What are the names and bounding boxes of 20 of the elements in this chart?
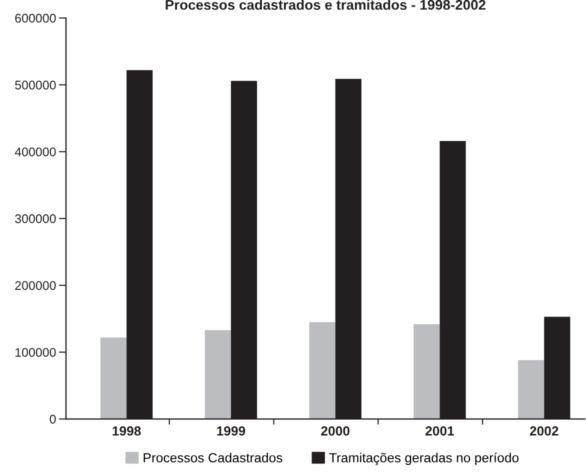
y-tick-label: 600000 (15, 14, 56, 23)
bar (414, 324, 440, 419)
y-tick-label: 0 (50, 414, 56, 424)
x-tick-label: 2001 (426, 426, 454, 436)
x-tick-label: 1999 (217, 426, 246, 436)
y-tick-label: 500000 (15, 80, 56, 90)
bar (100, 337, 127, 419)
chart-title: Processos cadastrados e tramitados - 1998-2002 (166, 0, 486, 10)
x-tick-label: 1998 (112, 426, 141, 436)
y-tick-label: 200000 (15, 281, 56, 290)
y-tick-label: 400000 (14, 147, 56, 156)
x-tick-label: 2002 (530, 426, 558, 436)
legend-label: Tramitações geradas no período (329, 452, 519, 466)
x-tick-label: 2000 (321, 426, 350, 436)
bar (518, 360, 544, 419)
legend-label: Processos Cadastrados (144, 452, 282, 462)
y-tick-label: 300000 (15, 214, 56, 224)
bar (204, 330, 231, 419)
y-tick-label: 100000 (16, 348, 56, 357)
bar (309, 322, 336, 419)
